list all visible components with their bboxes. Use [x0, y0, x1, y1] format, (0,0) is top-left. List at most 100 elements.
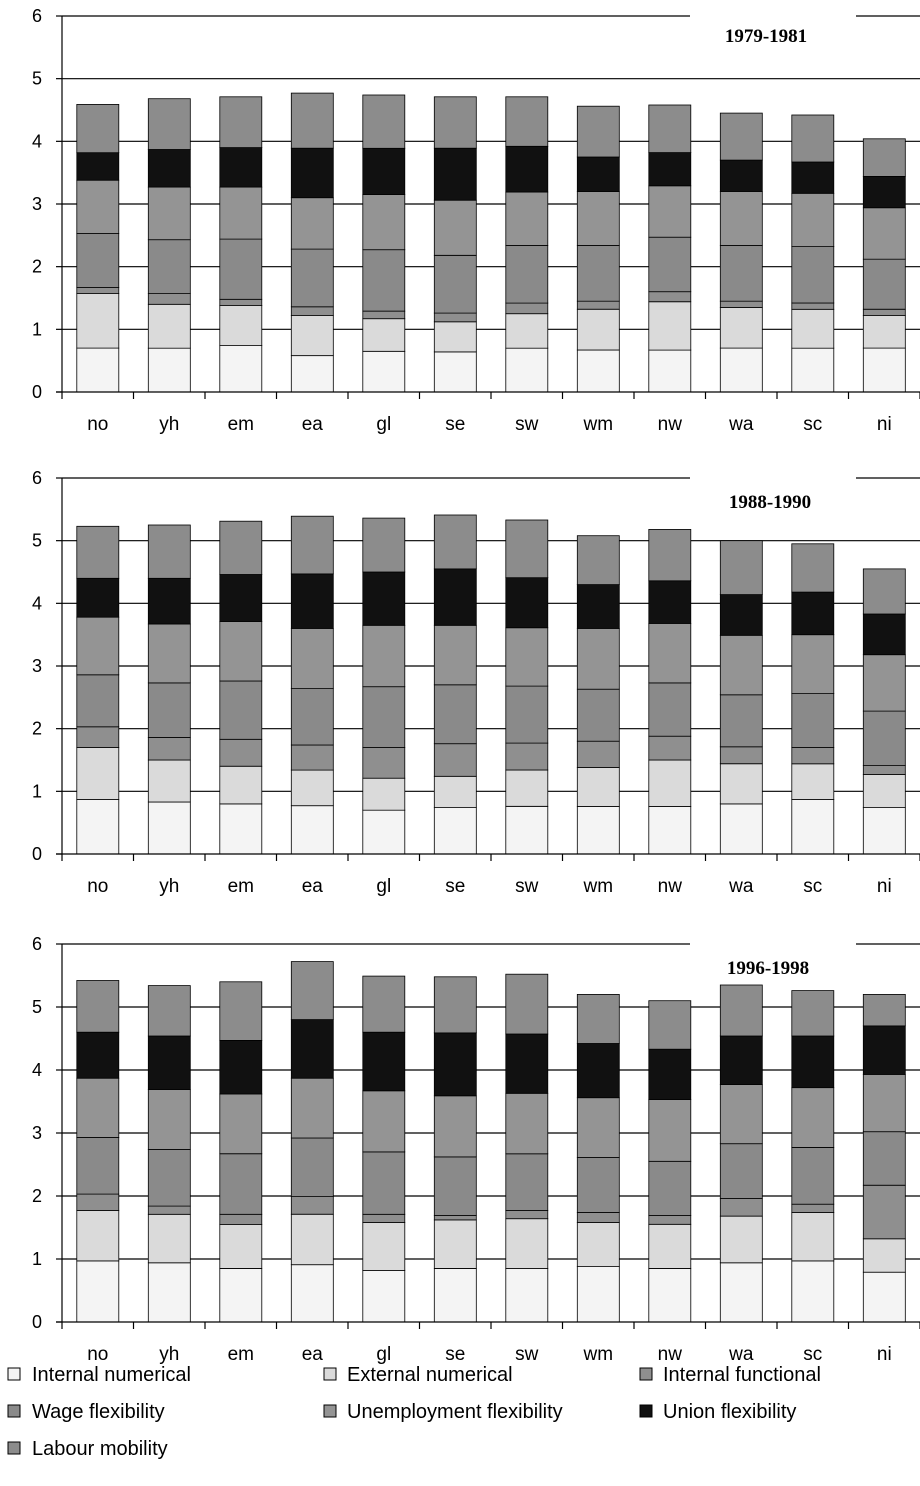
- bar-segment-external-numerical-gl: [362, 777, 406, 811]
- bar-segment-labour-mobility-nw: [648, 529, 692, 582]
- x-tick-label-sc: sc: [803, 1344, 822, 1365]
- bar-segment-union-flexibility-em: [219, 1040, 263, 1095]
- bar-segment-unemployment-flexibility-wa: [719, 191, 763, 246]
- bar-segment-wage-flexibility-ea: [290, 248, 334, 308]
- bar-segment-wage-flexibility-ni: [862, 710, 906, 766]
- bars: [76, 92, 906, 393]
- bar-segment-labour-mobility-ea: [290, 961, 334, 1020]
- x-tick-label-em: em: [228, 876, 254, 897]
- bar-segment-internal-numerical-sw: [505, 347, 549, 393]
- bar-segment-external-numerical-gl: [362, 318, 406, 352]
- bar-segment-unemployment-flexibility-ni: [862, 1074, 906, 1133]
- bar-segment-wage-flexibility-em: [219, 238, 263, 300]
- bar-segment-union-flexibility-ea: [290, 1019, 334, 1079]
- y-tick-label: 3: [32, 656, 42, 676]
- bar-segment-external-numerical-wa: [719, 1215, 763, 1264]
- bar-segment-wage-flexibility-se: [433, 1156, 477, 1216]
- bar-segment-union-flexibility-gl: [362, 147, 406, 195]
- bar-segment-labour-mobility-wm: [576, 535, 620, 586]
- bar-segment-union-flexibility-se: [433, 568, 477, 626]
- bar-segment-external-numerical-nw: [648, 1223, 692, 1269]
- x-tick-label-nw: nw: [658, 414, 683, 435]
- bar-segment-wage-flexibility-yh: [147, 682, 191, 738]
- bar-segment-unemployment-flexibility-se: [433, 624, 477, 686]
- bar-segment-internal-numerical-wm: [576, 1266, 620, 1323]
- bar-segment-wage-flexibility-yh: [147, 1149, 191, 1207]
- x-tick-label-no: no: [87, 1344, 108, 1365]
- bar-segment-unemployment-flexibility-sw: [505, 627, 549, 687]
- bar-segment-labour-mobility-ea: [290, 92, 334, 149]
- legend-item-internal-functional: Internal functional: [639, 1364, 821, 1386]
- bar-segment-labour-mobility-yh: [147, 98, 191, 150]
- x-tick-label-ea: ea: [302, 414, 324, 435]
- x-tick-label-no: no: [87, 876, 108, 897]
- bar-segment-wage-flexibility-sc: [791, 246, 835, 304]
- y-tick-labels: 0 1 2 3 4 5 6: [32, 934, 62, 1332]
- bar-segment-internal-numerical-nw: [648, 1268, 692, 1323]
- bar-segment-union-flexibility-nw: [648, 152, 692, 187]
- bar-segment-unemployment-flexibility-wm: [576, 1097, 620, 1158]
- legend-swatch: [7, 1441, 21, 1455]
- x-tick-label-ni: ni: [877, 876, 892, 897]
- bar-segment-external-numerical-se: [433, 775, 477, 808]
- x-tick-label-wm: wm: [583, 414, 614, 435]
- legend-label: Wage flexibility: [32, 1401, 165, 1423]
- legend-item-labour-mobility: Labour mobility: [7, 1438, 168, 1460]
- bar-segment-internal-functional-ea: [290, 744, 334, 771]
- bar-segment-labour-mobility-nw: [648, 1000, 692, 1050]
- bar-segment-wage-flexibility-sc: [791, 1147, 835, 1205]
- legend-item-external-numerical: External numerical: [323, 1364, 513, 1386]
- bar-segment-internal-functional-sw: [505, 302, 549, 315]
- bar-segment-external-numerical-nw: [648, 301, 692, 351]
- bar-segment-unemployment-flexibility-em: [219, 621, 263, 682]
- x-tick-label-wa: wa: [728, 876, 754, 897]
- x-tick-label-wm: wm: [583, 1344, 614, 1365]
- bar-segment-labour-mobility-no: [76, 104, 120, 154]
- bar-segment-internal-numerical-sc: [791, 799, 835, 855]
- bar-segment-unemployment-flexibility-sc: [791, 1087, 835, 1148]
- bar-segment-wage-flexibility-ni: [862, 258, 906, 310]
- bar-segment-internal-numerical-em: [219, 1268, 263, 1323]
- bar-segment-unemployment-flexibility-gl: [362, 194, 406, 251]
- legend-item-unemployment-flexibility: Unemployment flexibility: [323, 1401, 563, 1423]
- bar-segment-external-numerical-sw: [505, 769, 549, 807]
- bar-segment-labour-mobility-ea: [290, 515, 334, 575]
- bar-segment-unemployment-flexibility-gl: [362, 1090, 406, 1153]
- bar-segment-external-numerical-ea: [290, 769, 334, 807]
- bar-segment-internal-numerical-se: [433, 351, 477, 393]
- panel-title: 1979-1981: [725, 26, 807, 47]
- legend-swatch: [7, 1404, 21, 1418]
- bar-segment-wage-flexibility-em: [219, 1153, 263, 1215]
- y-tick-label: 1: [32, 319, 42, 339]
- x-tick-label-em: em: [228, 414, 254, 435]
- gridlines: [62, 943, 920, 1260]
- x-tick-label-gl: gl: [376, 876, 391, 897]
- bar-segment-internal-numerical-se: [433, 807, 477, 855]
- bar-segment-unemployment-flexibility-sw: [505, 1092, 549, 1155]
- bar-segment-unemployment-flexibility-ea: [290, 197, 334, 250]
- bar-segment-labour-mobility-sc: [791, 543, 835, 593]
- bar-segment-internal-functional-no: [76, 726, 120, 748]
- bar-segment-internal-functional-se: [433, 1215, 477, 1221]
- bar-segment-external-numerical-em: [219, 305, 263, 346]
- bar-segment-unemployment-flexibility-yh: [147, 623, 191, 684]
- bar-segment-internal-functional-gl: [362, 747, 406, 779]
- bar-segment-internal-functional-ea: [290, 1196, 334, 1215]
- bar-segment-internal-numerical-yh: [147, 1262, 191, 1323]
- x-tick-label-sw: sw: [515, 414, 539, 435]
- x-tick-label-sw: sw: [515, 1344, 539, 1365]
- bar-segment-internal-numerical-ea: [290, 355, 334, 393]
- x-tick-label-se: se: [445, 414, 465, 435]
- bar-segment-unemployment-flexibility-em: [219, 1093, 263, 1155]
- bar-segment-labour-mobility-no: [76, 980, 120, 1033]
- bar-segment-union-flexibility-no: [76, 1031, 120, 1079]
- x-tick-label-no: no: [87, 414, 108, 435]
- bar-segment-unemployment-flexibility-wa: [719, 634, 763, 696]
- x-tick-label-ni: ni: [877, 414, 892, 435]
- x-tick-label-ea: ea: [302, 876, 324, 897]
- bar-segment-internal-functional-no: [76, 286, 120, 294]
- bar-segment-external-numerical-no: [76, 747, 120, 800]
- y-tick-label: 5: [32, 531, 42, 551]
- bar-segment-internal-numerical-wm: [576, 349, 620, 393]
